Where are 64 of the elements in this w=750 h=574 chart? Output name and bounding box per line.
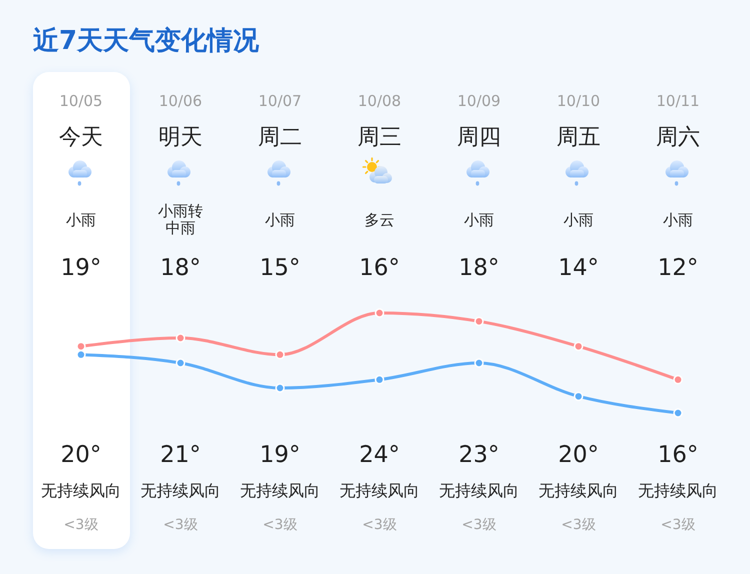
- point: [673, 408, 683, 418]
- text: 小雨: [663, 210, 693, 228]
- point: [176, 333, 186, 343]
- data-label: 24°: [359, 442, 400, 468]
- point: [574, 342, 584, 352]
- data-label: 12°: [658, 255, 698, 281]
- x-tick-label: 10/09: [456, 91, 502, 111]
- text: <3级: [163, 517, 198, 533]
- text: 小雨: [265, 210, 295, 228]
- point: [474, 316, 484, 326]
- data-label: 16°: [658, 442, 698, 468]
- point: [474, 358, 484, 368]
- data-label: 18°: [160, 255, 201, 281]
- data-label: 16°: [359, 255, 400, 281]
- point: [76, 342, 86, 352]
- text: 无持续风向: [41, 481, 121, 500]
- x-tick-label: 10/06: [158, 91, 204, 111]
- data-label: 20°: [60, 442, 102, 468]
- text: 今天: [59, 124, 103, 150]
- point: [76, 350, 86, 360]
- point: [673, 374, 683, 384]
- data-label: 15°: [260, 255, 300, 281]
- x-tick-label: 10/07: [257, 91, 303, 111]
- data-label: 18°: [458, 255, 500, 281]
- text: 小雨: [564, 210, 594, 228]
- text: 无持续风向: [240, 481, 320, 500]
- text: 周六: [656, 124, 700, 150]
- x-tick-label: 10/10: [556, 91, 602, 111]
- text: <3级: [462, 517, 496, 533]
- text: 周五: [556, 124, 600, 150]
- text: <3级: [262, 517, 298, 533]
- data-label: 21°: [160, 442, 201, 468]
- point: [574, 392, 584, 402]
- text: 小雨: [66, 210, 96, 228]
- text: 小雨转中雨: [157, 202, 204, 237]
- point: [374, 308, 384, 318]
- text: 周二: [258, 124, 302, 150]
- data-label: 23°: [458, 442, 500, 468]
- point: [176, 358, 186, 368]
- text: 无持续风向: [140, 481, 220, 500]
- point: [374, 374, 384, 384]
- data-label: 19°: [60, 255, 102, 281]
- text: 周四: [457, 124, 501, 150]
- x-tick-label: 10/08: [356, 91, 402, 111]
- data-label: 20°: [558, 442, 599, 468]
- text: <3级: [64, 517, 98, 533]
- text: 明天: [158, 124, 202, 150]
- text: 小雨: [464, 210, 494, 228]
- text: 周三: [358, 124, 402, 150]
- chart-title: 近7天天气变化情况: [33, 25, 260, 58]
- data-label: 19°: [260, 442, 300, 468]
- data-label: 14°: [558, 255, 599, 281]
- text: 无持续风向: [439, 481, 519, 500]
- text: 无持续风向: [638, 481, 718, 500]
- point: [275, 383, 285, 393]
- text: 多云: [364, 210, 394, 228]
- text: <3级: [362, 517, 397, 533]
- x-tick-label: 10/11: [655, 91, 701, 111]
- text: 无持续风向: [340, 481, 420, 500]
- text: <3级: [660, 517, 696, 533]
- x-tick-label: 10/05: [58, 91, 104, 111]
- point: [275, 350, 285, 360]
- text: <3级: [561, 517, 596, 533]
- text: 无持续风向: [538, 481, 618, 500]
